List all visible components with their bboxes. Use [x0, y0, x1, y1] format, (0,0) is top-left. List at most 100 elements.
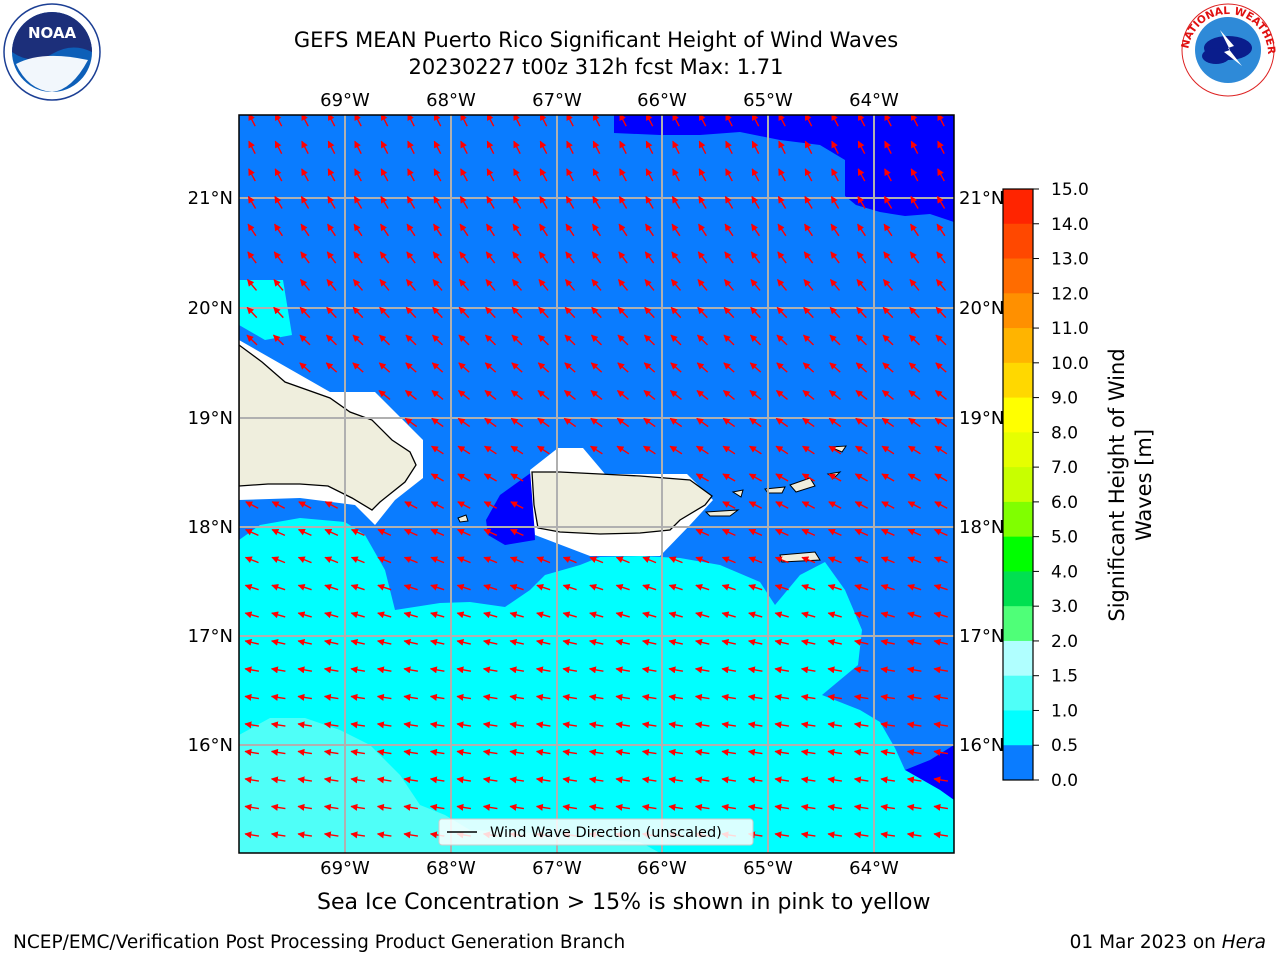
wave-direction-arrow	[750, 306, 761, 319]
wave-direction-arrow	[936, 195, 946, 209]
wave-direction-arrow	[908, 390, 921, 400]
wave-direction-arrow	[777, 223, 787, 237]
lon-label-bottom: 64°W	[849, 858, 899, 879]
wave-direction-arrow	[323, 803, 339, 811]
wave-direction-arrow	[513, 115, 521, 127]
wave-direction-arrow	[433, 168, 442, 182]
wave-direction-arrow	[406, 195, 416, 209]
wave-direction-arrow	[405, 362, 417, 373]
lon-label-top: 67°W	[532, 90, 582, 111]
wave-direction-arrow	[747, 721, 763, 729]
wave-direction-arrow	[509, 666, 525, 674]
wave-direction-arrow	[933, 583, 948, 591]
wave-direction-arrow	[456, 556, 471, 564]
wave-direction-arrow	[406, 223, 416, 237]
wave-direction-arrow	[694, 693, 710, 701]
wave-direction-arrow	[403, 803, 419, 811]
wave-direction-arrow	[907, 611, 922, 619]
colorbar-tick-label: 4.0	[1051, 562, 1078, 582]
wave-direction-arrow	[670, 306, 682, 319]
colorbar-ticks: 15.0 14.0 13.0 12.0 11.0 10.0 9.0 8.0 7.0 6.0 5.0 4…	[1033, 180, 1089, 791]
footer-date-text: 01 Mar 2023 on	[1069, 932, 1222, 953]
wave-direction-arrow	[539, 223, 548, 237]
wave-direction-arrow	[244, 693, 260, 701]
wave-direction-arrow	[881, 390, 894, 400]
wave-direction-arrow	[457, 445, 471, 455]
wave-direction-arrow	[721, 638, 736, 646]
wave-direction-arrow	[590, 390, 603, 400]
wave-direction-arrow	[485, 306, 496, 319]
wave-direction-arrow	[484, 390, 497, 400]
wave-direction-arrow	[486, 168, 495, 182]
wave-direction-arrow	[297, 831, 313, 839]
wave-direction-arrow	[830, 195, 840, 209]
colorbar-segment	[1003, 640, 1033, 677]
wave-direction-arrow	[509, 556, 524, 564]
wave-direction-arrow	[616, 417, 630, 428]
wave-direction-arrow	[801, 528, 816, 537]
wave-direction-arrow	[431, 417, 444, 428]
wave-direction-arrow	[853, 666, 869, 674]
lat-label-right: 20°N	[959, 298, 1004, 319]
wave-direction-arrow	[244, 831, 260, 839]
wave-direction-arrow	[485, 251, 496, 264]
wave-direction-arrow	[539, 115, 548, 127]
wave-direction-arrow	[857, 195, 866, 209]
wave-direction-arrow	[668, 638, 683, 646]
colorbar-segment	[1003, 223, 1033, 260]
colorbar-segment	[1003, 397, 1033, 433]
wave-direction-arrow	[510, 445, 524, 455]
wave-direction-arrow	[325, 362, 338, 373]
wave-direction-arrow	[855, 362, 868, 373]
wave-direction-arrow	[270, 803, 286, 811]
wave-direction-arrow	[643, 417, 656, 428]
colorbar-tick-label: 0.0	[1051, 771, 1078, 791]
wave-direction-arrow	[827, 611, 842, 619]
wave-direction-arrow	[804, 195, 813, 209]
wave-direction-arrow	[880, 748, 896, 756]
wave-direction-arrow	[483, 583, 498, 591]
wave-direction-arrow	[403, 748, 419, 756]
wave-direction-arrow	[615, 556, 630, 564]
wave-direction-arrow	[801, 473, 815, 482]
wave-direction-arrow	[377, 611, 392, 619]
wave-direction-arrow	[641, 748, 657, 756]
wave-direction-arrow	[380, 168, 389, 182]
wave-direction-arrow	[906, 748, 922, 756]
wave-direction-arrow	[432, 251, 443, 264]
wave-direction-arrow	[671, 195, 681, 209]
wave-direction-arrow	[350, 776, 366, 784]
lat-label-left: 18°N	[188, 517, 233, 538]
lon-label-bottom: 65°W	[743, 858, 793, 879]
wave-direction-arrow	[486, 195, 495, 209]
wave-direction-arrow	[641, 803, 657, 811]
wave-direction-arrow	[457, 473, 471, 482]
wave-direction-arrow	[670, 279, 682, 291]
wave-direction-arrow	[751, 223, 760, 237]
wave-direction-arrow	[299, 334, 311, 346]
wave-direction-arrow	[273, 251, 284, 264]
lat-label-right: 18°N	[959, 517, 1004, 538]
wave-direction-arrow	[937, 140, 945, 155]
wave-direction-arrow	[564, 334, 576, 346]
wave-direction-arrow	[694, 803, 710, 811]
wave-direction-arrow	[274, 115, 283, 127]
wave-direction-arrow	[460, 115, 468, 127]
wave-direction-arrow	[324, 501, 339, 509]
wave-direction-arrow	[642, 638, 657, 646]
wave-direction-arrow	[906, 693, 922, 701]
wave-direction-arrow	[828, 417, 842, 428]
wave-direction-arrow	[247, 251, 257, 264]
wave-direction-arrow	[909, 334, 920, 346]
wave-direction-arrow	[933, 556, 948, 564]
wave-direction-arrow	[722, 501, 736, 509]
wave-direction-arrow	[775, 445, 789, 455]
wave-direction-arrow	[774, 528, 789, 537]
wave-direction-arrow	[562, 693, 578, 701]
wave-direction-arrow	[300, 195, 310, 209]
wave-direction-arrow	[588, 693, 604, 701]
wave-direction-arrow	[380, 115, 389, 127]
wave-direction-arrow	[853, 831, 869, 839]
wave-direction-arrow	[698, 223, 707, 237]
wave-direction-arrow	[880, 611, 895, 619]
